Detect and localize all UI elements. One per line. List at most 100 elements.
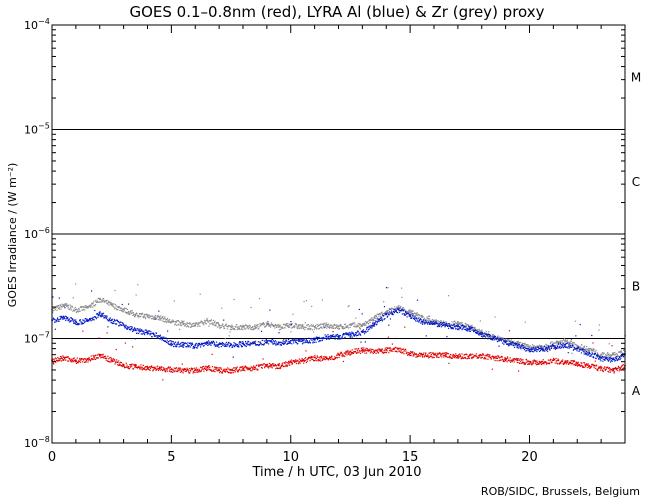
data-point bbox=[52, 311, 54, 314]
data-point bbox=[365, 328, 368, 330]
data-point bbox=[266, 342, 268, 344]
data-point bbox=[170, 344, 173, 346]
data-point bbox=[378, 318, 380, 320]
data-point bbox=[307, 328, 309, 331]
data-point bbox=[451, 354, 453, 356]
data-point bbox=[143, 314, 145, 316]
data-point bbox=[346, 326, 348, 328]
data-point bbox=[514, 341, 516, 344]
data-point bbox=[525, 348, 528, 350]
data-point bbox=[289, 364, 291, 366]
data-point bbox=[156, 316, 158, 318]
data-point bbox=[93, 316, 95, 318]
series-sample-point bbox=[409, 314, 412, 317]
data-point bbox=[562, 342, 564, 344]
data-point bbox=[190, 324, 193, 326]
data-point bbox=[352, 352, 355, 354]
data-point bbox=[598, 366, 600, 368]
data-point bbox=[263, 322, 265, 325]
data-point bbox=[500, 355, 503, 357]
data-point bbox=[150, 366, 152, 368]
data-point bbox=[510, 339, 512, 341]
data-point bbox=[303, 362, 305, 364]
data-point bbox=[463, 326, 466, 328]
data-point bbox=[102, 300, 104, 302]
data-point bbox=[508, 340, 510, 342]
data-point bbox=[257, 369, 259, 371]
data-point bbox=[298, 340, 300, 342]
data-point bbox=[128, 312, 130, 314]
data-point bbox=[420, 352, 423, 355]
data-point bbox=[330, 324, 333, 326]
data-point bbox=[473, 327, 475, 329]
data-point bbox=[64, 315, 66, 317]
data-point bbox=[112, 306, 115, 308]
data-point bbox=[348, 305, 350, 307]
data-point bbox=[162, 336, 164, 338]
data-point bbox=[581, 344, 583, 346]
data-point bbox=[362, 350, 364, 352]
data-point bbox=[163, 369, 166, 371]
data-point bbox=[590, 366, 592, 368]
data-point bbox=[246, 327, 248, 329]
series-sample-point bbox=[134, 329, 137, 332]
data-point bbox=[421, 322, 423, 324]
data-point bbox=[590, 348, 592, 350]
data-point bbox=[442, 354, 444, 357]
data-point bbox=[184, 370, 187, 373]
data-point bbox=[212, 323, 214, 326]
series-sample-point bbox=[492, 356, 495, 359]
data-point bbox=[73, 309, 75, 311]
data-point bbox=[290, 331, 292, 333]
data-point bbox=[58, 320, 60, 322]
data-point bbox=[376, 323, 378, 325]
data-point bbox=[147, 330, 150, 332]
data-point bbox=[73, 357, 75, 359]
data-point bbox=[508, 330, 511, 332]
data-point bbox=[185, 346, 187, 348]
data-point bbox=[120, 361, 122, 363]
data-point bbox=[173, 342, 175, 344]
data-point bbox=[519, 341, 522, 344]
data-point bbox=[589, 349, 591, 351]
data-point bbox=[591, 353, 594, 355]
data-point bbox=[317, 328, 320, 330]
data-point bbox=[451, 324, 453, 326]
data-point bbox=[601, 352, 604, 354]
data-point bbox=[285, 340, 287, 343]
data-point bbox=[533, 362, 535, 364]
data-point bbox=[169, 369, 171, 371]
data-point bbox=[224, 343, 226, 345]
data-point bbox=[54, 308, 56, 311]
data-point bbox=[230, 371, 232, 374]
data-point bbox=[79, 310, 81, 312]
data-point bbox=[579, 349, 581, 351]
data-point bbox=[93, 319, 95, 321]
data-point bbox=[189, 372, 191, 374]
data-point bbox=[96, 301, 99, 303]
data-point bbox=[60, 360, 62, 362]
data-point bbox=[221, 341, 224, 344]
data-point bbox=[142, 316, 144, 318]
data-point bbox=[90, 355, 92, 357]
data-point bbox=[336, 357, 339, 359]
data-point bbox=[94, 354, 96, 357]
data-point bbox=[180, 368, 182, 370]
data-point bbox=[270, 322, 273, 324]
data-point bbox=[578, 363, 580, 365]
data-point bbox=[284, 327, 286, 329]
data-point bbox=[385, 351, 387, 353]
data-point bbox=[363, 322, 366, 324]
data-point bbox=[218, 325, 220, 327]
data-point bbox=[511, 361, 513, 363]
data-point bbox=[367, 329, 370, 331]
data-point bbox=[523, 361, 525, 364]
data-point bbox=[464, 353, 466, 356]
data-point bbox=[491, 336, 493, 338]
data-point bbox=[419, 319, 421, 321]
data-point bbox=[445, 356, 448, 358]
data-point bbox=[424, 322, 426, 325]
data-point bbox=[508, 359, 510, 361]
data-point bbox=[584, 350, 587, 352]
data-point bbox=[180, 323, 182, 325]
